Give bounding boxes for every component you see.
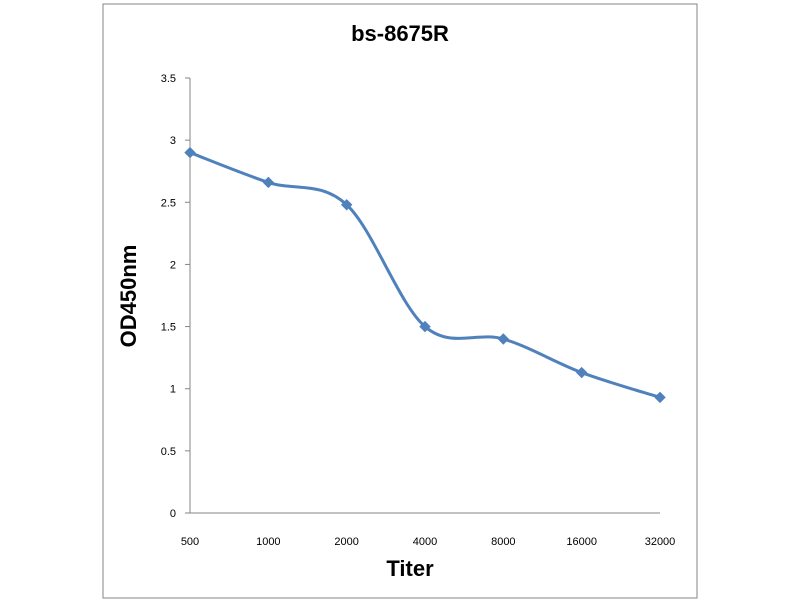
x-tick-label: 2000 <box>334 536 358 548</box>
data-point-marker <box>497 333 510 345</box>
x-axis-title: Titer <box>386 556 434 581</box>
x-tick-label: 8000 <box>491 536 515 548</box>
y-tick-label: 2 <box>170 259 176 271</box>
data-point-marker <box>575 366 588 379</box>
y-tick-label: 1 <box>170 384 176 396</box>
x-tick-label: 500 <box>181 536 199 548</box>
y-tick-label: 0 <box>170 508 176 520</box>
chart-frame <box>102 3 698 599</box>
y-axis-title: OD450nm <box>116 245 141 348</box>
data-point-marker <box>184 146 196 159</box>
x-tick-label: 4000 <box>413 536 437 548</box>
data-point-marker <box>262 176 275 189</box>
x-tick-label: 16000 <box>566 536 597 548</box>
ticks-layer: 0 0.5 1 1.5 2 2.5 3 3.5 500 1000 2000 4000 8000 16000… <box>161 73 676 548</box>
data-point-marker <box>340 199 353 211</box>
x-tick-label: 1000 <box>256 536 280 548</box>
data-point-marker <box>419 320 431 333</box>
y-tick-label: 0.5 <box>161 446 176 458</box>
series-layer <box>184 146 666 404</box>
data-point-marker <box>654 391 666 404</box>
y-tick-label: 3 <box>170 135 176 147</box>
y-tick-label: 1.5 <box>161 322 176 334</box>
x-tick-label: 32000 <box>645 536 676 548</box>
y-tick-label: 2.5 <box>161 197 176 209</box>
y-tick-label: 3.5 <box>161 73 176 85</box>
chart-title: bs-8675R <box>351 21 449 46</box>
